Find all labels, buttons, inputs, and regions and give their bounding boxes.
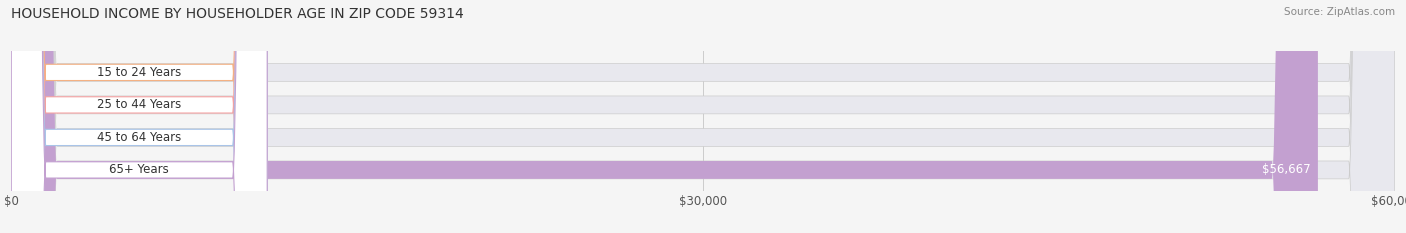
Text: 45 to 64 Years: 45 to 64 Years bbox=[97, 131, 181, 144]
Text: 15 to 24 Years: 15 to 24 Years bbox=[97, 66, 181, 79]
FancyBboxPatch shape bbox=[11, 0, 1395, 233]
FancyBboxPatch shape bbox=[11, 0, 1395, 233]
Text: $0: $0 bbox=[56, 98, 72, 111]
FancyBboxPatch shape bbox=[11, 0, 46, 233]
FancyBboxPatch shape bbox=[11, 0, 1395, 233]
FancyBboxPatch shape bbox=[11, 0, 267, 233]
Text: 25 to 44 Years: 25 to 44 Years bbox=[97, 98, 181, 111]
Text: Source: ZipAtlas.com: Source: ZipAtlas.com bbox=[1284, 7, 1395, 17]
Text: $0: $0 bbox=[56, 66, 72, 79]
FancyBboxPatch shape bbox=[11, 0, 46, 233]
FancyBboxPatch shape bbox=[11, 0, 1395, 233]
FancyBboxPatch shape bbox=[11, 0, 46, 233]
Text: $56,667: $56,667 bbox=[1263, 163, 1310, 176]
Text: HOUSEHOLD INCOME BY HOUSEHOLDER AGE IN ZIP CODE 59314: HOUSEHOLD INCOME BY HOUSEHOLDER AGE IN Z… bbox=[11, 7, 464, 21]
Text: $0: $0 bbox=[56, 131, 72, 144]
FancyBboxPatch shape bbox=[11, 0, 267, 233]
FancyBboxPatch shape bbox=[11, 0, 267, 233]
FancyBboxPatch shape bbox=[11, 0, 267, 233]
FancyBboxPatch shape bbox=[11, 0, 1317, 233]
Text: 65+ Years: 65+ Years bbox=[110, 163, 169, 176]
